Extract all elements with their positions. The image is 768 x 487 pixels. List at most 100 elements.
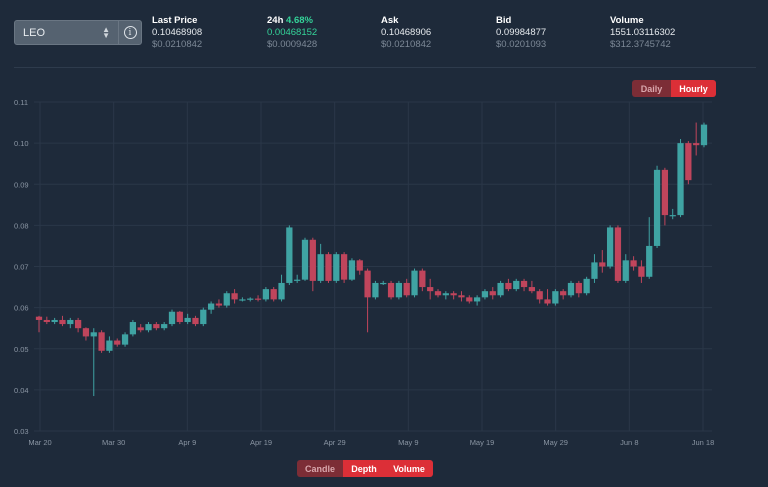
candle-body — [114, 340, 121, 345]
view-toggle: Candle Depth Volume — [297, 460, 433, 477]
candle-body — [247, 298, 254, 300]
candle-body — [301, 239, 309, 280]
ticker-symbol: LEO — [23, 26, 46, 39]
candle-body — [661, 169, 669, 216]
candle-body — [239, 299, 246, 301]
candle-body — [270, 289, 277, 300]
candle-body — [536, 291, 543, 300]
x-tick-label: Mar 20 — [28, 438, 51, 447]
stat-label: Bid — [496, 15, 512, 26]
y-tick-label: 0.05 — [14, 345, 29, 354]
candle-body — [207, 303, 215, 310]
candle-body — [599, 262, 606, 267]
stat-usd: $0.0210842 — [152, 39, 203, 50]
candle-body — [325, 254, 332, 281]
candle-body — [153, 324, 160, 329]
candle-body — [333, 254, 340, 281]
stat-value: 0.10468908 — [152, 27, 203, 38]
candle-button[interactable]: Candle — [297, 460, 343, 477]
candle-body — [583, 278, 590, 294]
candle-body — [348, 260, 356, 280]
stat-value: 0.10468906 — [381, 27, 432, 38]
candle-body — [254, 298, 262, 300]
candle-body — [356, 260, 363, 271]
ticker-select[interactable]: LEO ▲ ▼ — [15, 21, 119, 44]
candle-body — [622, 260, 629, 281]
candle-body — [505, 282, 512, 290]
stat-percent: 4.68% — [286, 15, 313, 26]
candle-body — [176, 311, 183, 323]
ticker-selector: LEO ▲ ▼ i — [14, 20, 142, 45]
stat-usd: $0.0009428 — [267, 39, 318, 50]
hourly-button[interactable]: Hourly — [671, 80, 716, 97]
x-tick-label: Jun 18 — [692, 438, 715, 447]
candle-body — [677, 143, 684, 216]
candle-body — [411, 270, 418, 296]
volume-button[interactable]: Volume — [385, 460, 433, 477]
candle-body — [278, 282, 285, 300]
candle-body — [395, 282, 403, 298]
candle-body — [528, 287, 536, 292]
candle-body — [520, 280, 528, 288]
candle-body — [364, 270, 371, 298]
chevron-updown-icon: ▲ ▼ — [102, 24, 110, 40]
stat-value: 0.00468152 — [267, 27, 318, 38]
candle-body — [74, 319, 82, 329]
ticker-info-button[interactable]: i — [119, 21, 141, 44]
candle-body — [82, 328, 90, 337]
x-tick-label: May 19 — [470, 438, 495, 447]
y-tick-label: 0.09 — [14, 180, 29, 189]
candle-body — [59, 319, 66, 325]
candle-body — [630, 260, 637, 267]
stat-usd: $0.0210842 — [381, 39, 432, 50]
y-tick-label: 0.07 — [14, 263, 29, 272]
stat-usd: $312.3745742 — [610, 39, 671, 50]
candle-body — [567, 282, 575, 296]
candle-body — [638, 266, 645, 277]
x-tick-label: Jun 8 — [620, 438, 638, 447]
candle-body — [317, 254, 324, 281]
stat-label: Last Price — [152, 15, 198, 26]
candle-body — [466, 297, 473, 302]
daily-button[interactable]: Daily — [632, 80, 671, 97]
candle-body — [309, 239, 316, 281]
candle-body — [685, 143, 692, 181]
candle-body — [98, 332, 105, 351]
x-tick-label: Mar 30 — [102, 438, 125, 447]
stat-24h: 24h 4.68% 0.00468152 $0.0009428 — [267, 15, 317, 51]
y-tick-label: 0.06 — [14, 304, 29, 313]
stat-last-price: Last Price 0.10468908 $0.0210842 — [152, 15, 202, 51]
candle-body — [387, 282, 395, 298]
candle-body — [262, 289, 270, 300]
stat-value: 1551.03116302 — [610, 27, 676, 38]
candle-body — [450, 293, 457, 296]
candle-body — [43, 319, 50, 323]
candle-body — [215, 303, 223, 306]
candle-body — [575, 282, 582, 294]
stat-ask: Ask 0.10468906 $0.0210842 — [381, 15, 431, 51]
x-tick-label: Apr 29 — [324, 438, 346, 447]
candle-body — [145, 324, 152, 331]
depth-button[interactable]: Depth — [343, 460, 385, 477]
x-tick-label: Apr 19 — [250, 438, 272, 447]
candle-body — [552, 291, 559, 304]
x-tick-label: Apr 9 — [178, 438, 196, 447]
candle-body — [372, 282, 379, 298]
candle-body — [427, 287, 434, 292]
candle-body — [90, 332, 97, 337]
candle-body — [231, 293, 238, 300]
candlestick-chart: 0.03 0.04 0.05 0.06 0.07 0.08 0.09 0.10 0.11 Mar … — [14, 98, 715, 447]
candle-body — [161, 324, 168, 329]
candle-body — [294, 279, 301, 281]
candle-body — [419, 270, 426, 288]
candle-body — [137, 327, 144, 331]
candle-body — [434, 291, 442, 296]
y-tick-label: 0.11 — [14, 98, 28, 107]
candle-body — [560, 291, 567, 296]
candle-body — [51, 319, 58, 323]
x-tick-label: May 29 — [543, 438, 568, 447]
candle-body — [669, 215, 676, 217]
interval-toggle: Daily Hourly — [632, 80, 716, 97]
candle-body — [481, 291, 489, 298]
y-tick-label: 0.03 — [14, 427, 29, 436]
